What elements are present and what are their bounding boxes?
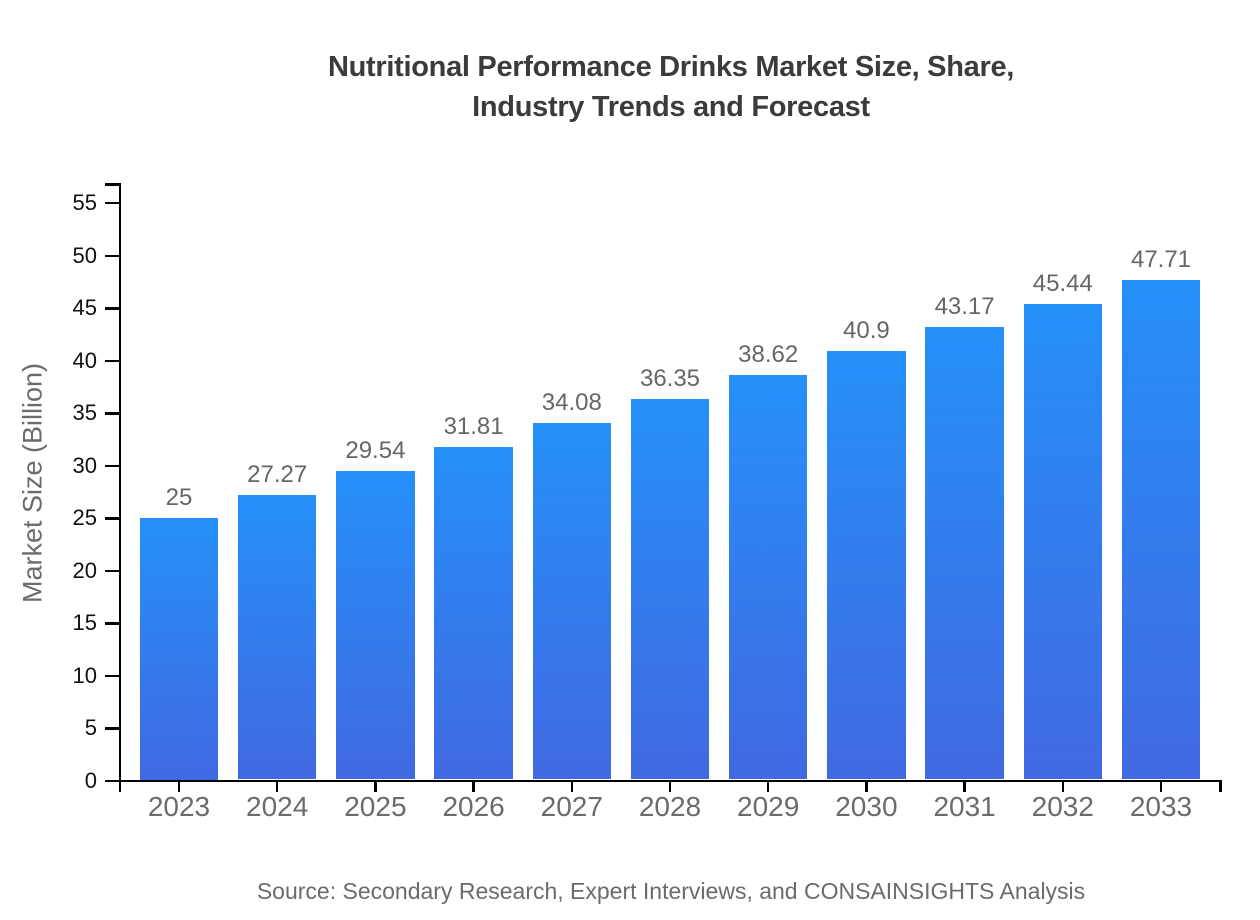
y-tick-label: 20	[72, 557, 97, 583]
y-axis-tick	[105, 779, 119, 783]
x-axis-left-cap	[118, 782, 121, 792]
x-axis-tick	[374, 782, 377, 792]
y-axis-tick	[105, 569, 119, 573]
x-axis-tick	[275, 782, 279, 792]
x-tick-label: 2024	[246, 791, 309, 822]
x-tick-label: 2028	[638, 791, 702, 822]
y-axis-tick	[105, 254, 119, 257]
y-tick-label: 55	[72, 190, 97, 216]
y-axis-tick	[105, 201, 119, 205]
y-tick-label: 30	[72, 452, 97, 478]
y-tick-label: 15	[72, 610, 97, 636]
y-tick-label: 10	[72, 662, 97, 688]
chart-title: Nutritional Performance Drinks Market Si…	[141, 47, 1201, 127]
source-note: Source: Secondary Research, Expert Inter…	[256, 878, 1086, 904]
y-tick-label: 40	[72, 347, 97, 373]
bar	[1121, 279, 1201, 780]
chart-title-line-2: Industry Trends and Forecast	[472, 91, 870, 123]
x-axis-right-cap	[1219, 782, 1222, 792]
bar-value-label: 40.9	[843, 317, 890, 345]
x-axis-tick	[865, 782, 868, 792]
y-axis-tick	[105, 307, 119, 310]
bar	[1023, 303, 1103, 780]
bar	[237, 494, 317, 780]
x-axis-tick	[1061, 782, 1065, 792]
bar	[630, 399, 710, 780]
bar	[925, 327, 1004, 780]
bar	[827, 351, 906, 780]
y-axis-tick	[105, 517, 119, 520]
x-tick-label: 2023	[147, 791, 211, 822]
y-tick-label: 35	[72, 400, 97, 426]
y-axis-top-cap	[105, 183, 119, 186]
y-axis-tick	[105, 359, 119, 363]
bar-value-label: 45.44	[1032, 269, 1093, 297]
y-tick-label: 50	[72, 242, 97, 268]
y-tick-label: 5	[84, 715, 97, 741]
y-axis-line	[118, 183, 121, 783]
bar-value-label: 47.71	[1130, 245, 1192, 273]
y-axis-tick	[105, 464, 119, 468]
bar-value-label: 36.35	[639, 365, 701, 393]
bar-value-label: 31.81	[443, 412, 504, 440]
bar-value-label: 34.08	[541, 388, 602, 416]
x-axis-tick	[766, 782, 770, 792]
x-axis-tick	[570, 782, 574, 792]
x-axis-tick	[177, 782, 181, 792]
y-axis-tick	[105, 412, 119, 415]
bar-value-label: 38.62	[738, 341, 799, 369]
y-axis-tick	[105, 622, 119, 625]
bar	[139, 518, 219, 780]
x-axis-tick	[963, 782, 966, 792]
y-axis-tick	[105, 674, 119, 678]
bar-value-label: 25	[165, 484, 193, 512]
y-tick-label: 45	[72, 295, 97, 321]
y-tick-label: 25	[72, 505, 97, 531]
x-tick-label: 2025	[344, 791, 407, 822]
x-tick-label: 2026	[442, 791, 505, 822]
bar	[434, 446, 513, 780]
x-axis-line	[118, 779, 1222, 782]
bar	[336, 470, 415, 780]
bar	[728, 375, 808, 780]
x-axis-tick	[1159, 782, 1163, 792]
y-axis-tick	[105, 727, 119, 730]
x-axis-tick	[472, 782, 475, 792]
x-tick-label: 2031	[933, 791, 996, 822]
bar	[532, 422, 612, 780]
y-tick-label: 0	[84, 768, 97, 793]
x-tick-label: 2030	[835, 791, 898, 822]
bar-value-label: 43.17	[934, 293, 995, 321]
chart-title-line-1: Nutritional Performance Drinks Market Si…	[327, 51, 1015, 83]
bar-value-label: 29.54	[345, 436, 406, 464]
x-tick-label: 2029	[737, 791, 800, 822]
x-axis-tick	[668, 782, 672, 792]
bar-value-label: 27.27	[247, 460, 308, 488]
x-tick-label: 2027	[540, 791, 603, 822]
x-tick-label: 2032	[1031, 791, 1094, 822]
x-tick-label: 2033	[1129, 791, 1193, 822]
